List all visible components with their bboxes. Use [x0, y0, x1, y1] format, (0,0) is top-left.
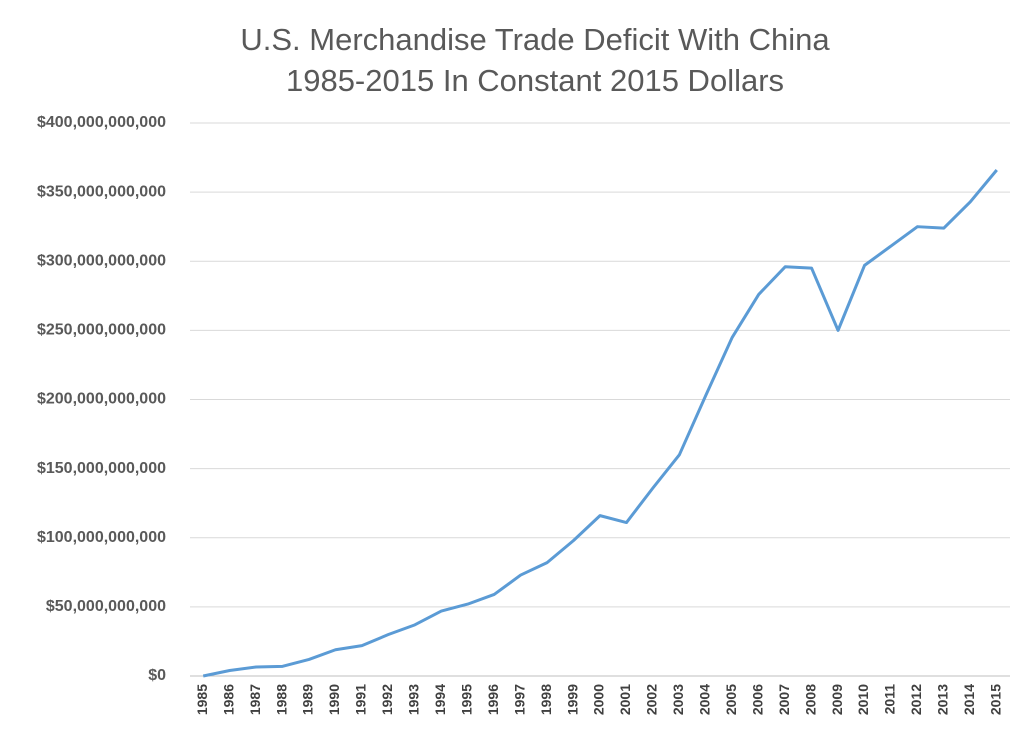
x-tick-label: 1995: [458, 684, 474, 715]
x-tick-label: 1987: [247, 684, 263, 715]
x-tick-label: 2005: [723, 684, 739, 715]
y-tick-label: $300,000,000,000: [37, 252, 166, 269]
x-tick-label: 2012: [908, 684, 924, 715]
x-tick-label: 2001: [617, 684, 633, 715]
x-tick-label: 1996: [485, 684, 501, 715]
chart-title: U.S. Merchandise Trade Deficit With Chin…: [240, 22, 830, 57]
x-tick-label: 1986: [220, 684, 236, 715]
x-tick-label: 1999: [564, 684, 580, 715]
x-tick-label: 1992: [379, 684, 395, 715]
data-line: [202, 169, 998, 678]
y-tick-label: $50,000,000,000: [46, 598, 166, 615]
x-tick-label: 2009: [829, 684, 845, 715]
y-tick-label: $0: [148, 667, 166, 684]
y-tick-label: $150,000,000,000: [37, 460, 166, 477]
chart-subtitle: 1985-2015 In Constant 2015 Dollars: [286, 63, 784, 98]
x-tick-label: 2003: [670, 684, 686, 715]
x-tick-label: 2008: [802, 684, 818, 715]
x-tick-label: 2013: [935, 684, 951, 715]
x-tick-label: 1988: [273, 684, 289, 715]
x-tick-label: 1994: [432, 684, 448, 715]
x-tick-label: 2014: [961, 684, 977, 715]
x-tick-label: 1990: [326, 684, 342, 715]
y-tick-label: $400,000,000,000: [37, 114, 166, 131]
x-tick-label: 1991: [353, 684, 369, 715]
y-tick-label: $250,000,000,000: [37, 322, 166, 339]
y-tick-label: $200,000,000,000: [37, 391, 166, 408]
x-tick-label: 2010: [855, 684, 871, 715]
x-tick-label: 1997: [511, 684, 527, 715]
x-tick-label: 2000: [591, 684, 607, 715]
x-tick-label: 2011: [882, 684, 898, 715]
x-tick-label: 2004: [697, 684, 713, 715]
x-tick-label: 1985: [194, 684, 210, 715]
x-tick-label: 2006: [749, 684, 765, 715]
x-tick-label: 2015: [987, 684, 1003, 715]
y-tick-label: $100,000,000,000: [37, 529, 166, 546]
y-tick-label: $350,000,000,000: [37, 183, 166, 200]
x-tick-label: 1998: [538, 684, 554, 715]
x-tick-label: 1989: [300, 684, 316, 715]
x-tick-label: 1993: [406, 684, 422, 715]
x-tick-label: 2002: [644, 684, 660, 715]
x-tick-label: 2007: [776, 684, 792, 715]
